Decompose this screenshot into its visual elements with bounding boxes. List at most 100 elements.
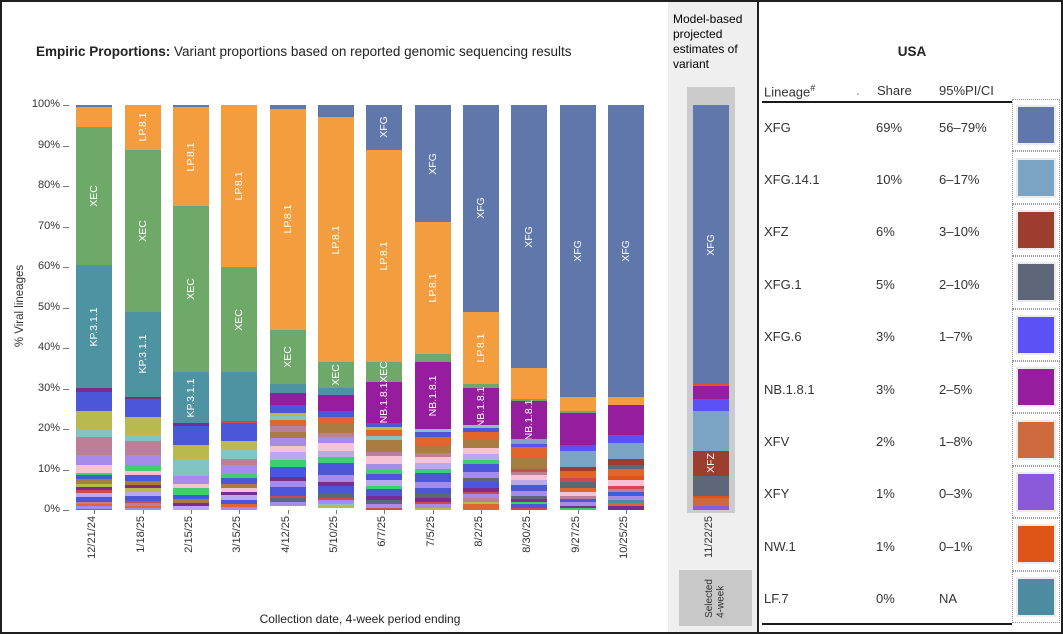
bar-segment-other[interactable]	[366, 479, 403, 487]
bar-segment-other[interactable]	[317, 410, 354, 417]
bar-segment-other[interactable]	[269, 495, 306, 498]
bar-segment-nb.1.8.1[interactable]	[607, 404, 644, 436]
bar-segment-other[interactable]	[511, 471, 548, 476]
bar-segment-other[interactable]	[124, 399, 161, 417]
bar-segment-kp.3.1.1[interactable]	[269, 384, 306, 393]
bar-segment-other[interactable]	[221, 487, 258, 492]
bar-segment-other[interactable]	[511, 457, 548, 469]
bar-segment-other[interactable]	[366, 422, 403, 427]
bar-segment-xfg[interactable]: XFG	[607, 105, 644, 397]
bar-segment-other[interactable]	[366, 503, 403, 508]
bar-segment-lp.8.1[interactable]: LP.8.1	[172, 107, 209, 207]
bar-segment-kp.3.1.1[interactable]: KP.3.1.1	[172, 372, 209, 423]
bar-segment-other[interactable]	[462, 497, 499, 502]
stacked-bar-3-15-25[interactable]: LP.8.1 XEC	[221, 105, 258, 510]
bar-segment-other[interactable]	[366, 439, 403, 452]
stacked-bar-10-25-25[interactable]: XFG	[607, 105, 644, 510]
bar-segment-other[interactable]	[366, 463, 403, 470]
bar-segment-nb.1.8.1[interactable]: NB.1.8.1	[366, 382, 403, 423]
bar-segment-xfg.14.1[interactable]	[693, 410, 729, 452]
bar-segment-other[interactable]	[124, 480, 161, 485]
bar-segment-other[interactable]	[414, 507, 451, 510]
bar-segment-other[interactable]	[221, 422, 258, 442]
bar-segment-other[interactable]	[269, 466, 306, 477]
bar-segment-xec[interactable]	[559, 410, 596, 413]
bar-segment-xfg[interactable]: XFG	[693, 105, 729, 385]
bar-segment-other[interactable]	[414, 437, 451, 446]
bar-segment-other[interactable]	[76, 428, 113, 438]
bar-segment-other[interactable]	[511, 503, 548, 508]
bar-segment-xfg.6[interactable]	[693, 398, 729, 411]
bar-segment-xfg.6[interactable]	[607, 435, 644, 444]
bar-segment-other[interactable]	[414, 453, 451, 458]
bar-segment-other[interactable]	[269, 420, 306, 427]
bar-segment-other[interactable]	[414, 503, 451, 508]
bar-segment-other[interactable]	[317, 503, 354, 506]
bar-segment-other[interactable]	[559, 481, 596, 488]
bar-segment-xec[interactable]: XEC	[366, 362, 403, 383]
bar-segment-lf.7[interactable]	[607, 499, 644, 504]
bar-segment-other[interactable]	[366, 455, 403, 464]
bar-segment-other[interactable]	[511, 484, 548, 491]
bar-segment-lp.8.1[interactable]	[559, 396, 596, 411]
bar-segment-other[interactable]	[317, 416, 354, 423]
bar-segment-other[interactable]	[414, 457, 451, 464]
bar-segment-other[interactable]	[172, 475, 209, 484]
bar-segment-xfg[interactable]: XFG	[414, 105, 451, 223]
bar-segment-other[interactable]	[172, 502, 209, 506]
stacked-bar-5-10-25[interactable]: LP.8.1 XEC	[317, 105, 354, 510]
bar-segment-other[interactable]	[366, 488, 403, 496]
stacked-bar-9-27-25[interactable]: XFG	[559, 105, 596, 510]
bar-segment-other[interactable]	[76, 437, 113, 456]
bar-segment-other[interactable]	[221, 503, 258, 507]
stacked-bar-6-7-25[interactable]: XFG LP.8.1 XEC NB.1.8.1	[366, 105, 403, 510]
bar-segment-nb.1.8.1[interactable]: NB.1.8.1	[462, 386, 499, 427]
bar-segment-other[interactable]	[317, 485, 354, 494]
bar-segment-other[interactable]	[124, 507, 161, 510]
bar-segment-other[interactable]	[462, 431, 499, 440]
bar-segment-other[interactable]	[366, 469, 403, 474]
bar-segment-other[interactable]	[511, 499, 548, 502]
bar-segment-other[interactable]	[172, 488, 209, 495]
bar-segment-other[interactable]	[269, 426, 306, 433]
bar-segment-other[interactable]	[559, 498, 596, 502]
bar-segment-other[interactable]	[124, 435, 161, 442]
bar-segment-other[interactable]	[414, 445, 451, 454]
bar-segment-other[interactable]	[317, 443, 354, 452]
bar-segment-other[interactable]	[221, 499, 258, 504]
bar-segment-other[interactable]	[221, 477, 258, 484]
bar-segment-other[interactable]	[607, 503, 644, 506]
bar-segment-kp.3.1.1[interactable]	[317, 388, 354, 395]
bar-segment-other[interactable]	[269, 460, 306, 467]
bar-segment-other[interactable]	[414, 501, 451, 504]
stacked-bar-8-30-25[interactable]: XFG NB.1.8.1	[511, 105, 548, 510]
bar-segment-other[interactable]	[269, 476, 306, 481]
bar-segment-other[interactable]	[607, 495, 644, 500]
bar-segment-other[interactable]	[414, 497, 451, 502]
bar-segment-xfg.1[interactable]	[607, 465, 644, 470]
bar-segment-other[interactable]	[317, 422, 354, 433]
bar-segment-kp.3.1.1[interactable]: KP.3.1.1	[124, 311, 161, 397]
bar-segment-xfz[interactable]	[607, 459, 644, 466]
bar-segment-xfg[interactable]: XFG	[366, 105, 403, 150]
bar-segment-other[interactable]	[124, 491, 161, 496]
bar-segment-other[interactable]	[317, 505, 354, 508]
bar-segment-other[interactable]	[511, 501, 548, 504]
bar-segment-other[interactable]	[366, 507, 403, 510]
bar-segment-other[interactable]	[76, 504, 113, 507]
bar-segment-lp.8.1[interactable]: LP.8.1	[366, 149, 403, 363]
bar-segment-other[interactable]	[172, 505, 209, 510]
bar-segment-lp.8.1[interactable]: LP.8.1	[124, 105, 161, 150]
bar-segment-lp.8.1[interactable]	[607, 396, 644, 405]
bar-segment-nw.1[interactable]	[693, 384, 729, 387]
bar-segment-other[interactable]	[462, 439, 499, 448]
bar-segment-xec[interactable]: XEC	[124, 149, 161, 312]
bar-segment-other[interactable]	[366, 426, 403, 431]
bar-segment-other[interactable]	[462, 472, 499, 478]
bar-segment-xec[interactable]	[511, 398, 548, 402]
bar-segment-other[interactable]	[607, 505, 644, 510]
bar-segment-other[interactable]	[124, 488, 161, 492]
bar-segment-other[interactable]	[221, 491, 258, 495]
bar-segment-other[interactable]	[172, 445, 209, 460]
bar-segment-other[interactable]	[76, 508, 113, 510]
